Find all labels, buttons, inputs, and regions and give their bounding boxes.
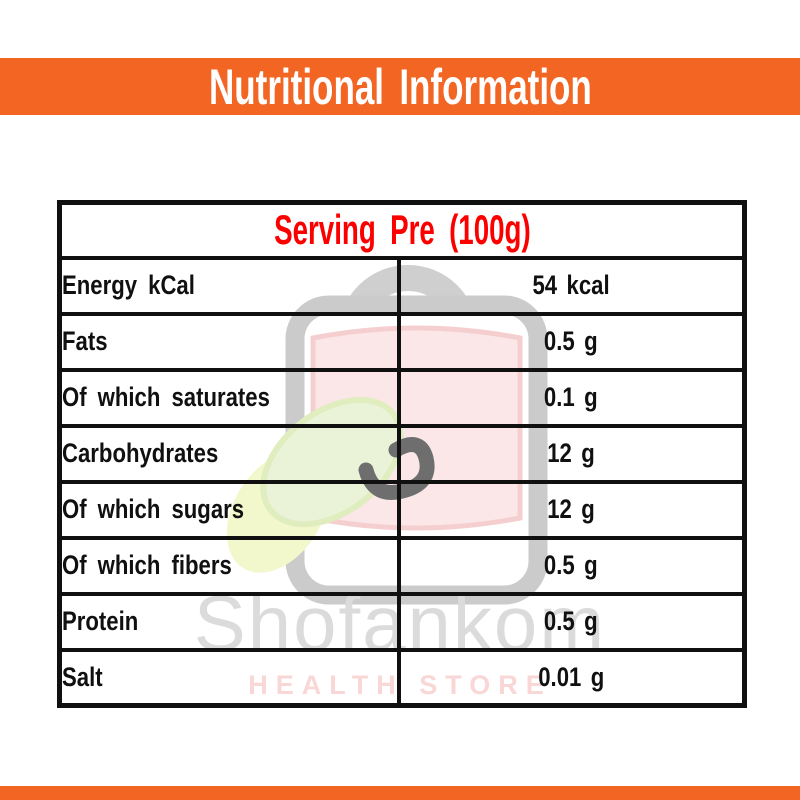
nutrient-value-cell: 54 kcal [396, 255, 747, 316]
nutrient-value: 0.5 g [544, 606, 599, 636]
bottom-accent-bar [0, 786, 800, 800]
nutrient-label-cell: Of which sugars [57, 479, 401, 540]
nutrient-label-cell: Protein [57, 591, 401, 652]
table-row: Of which fibers 0.5 g [57, 535, 747, 596]
nutrient-value: 0.01 g [538, 661, 605, 692]
table-row: Of which sugars 12 g [57, 479, 747, 540]
nutrient-value-cell: 0.01 g [396, 647, 747, 708]
nutrient-label: Salt [62, 661, 103, 692]
table-row: Of which saturates 0.1 g [57, 367, 747, 428]
nutrient-label: Of which fibers [62, 550, 232, 580]
nutrient-label: Of which saturates [62, 382, 270, 412]
nutrient-label-cell: Energy kCal [57, 255, 401, 316]
nutrient-label: Protein [62, 606, 139, 636]
nutrient-value: 54 kcal [532, 270, 610, 300]
nutrient-value: 0.1 g [544, 382, 599, 412]
nutrient-label: Carbohydrates [62, 438, 219, 468]
serving-title: Serving Pre (100g) [273, 206, 531, 254]
nutrient-value-cell: 12 g [396, 479, 747, 540]
table-row: Protein 0.5 g [57, 591, 747, 652]
table-row: Salt 0.01 g [57, 647, 747, 708]
nutrient-value-cell: 0.5 g [396, 535, 747, 596]
nutrient-value: 12 g [547, 494, 596, 524]
nutrient-label: Of which sugars [62, 494, 245, 524]
nutrient-value-cell: 0.5 g [396, 591, 747, 652]
nutrient-value-cell: 0.1 g [396, 367, 747, 428]
nutrient-label-cell: Salt [57, 647, 401, 708]
nutrient-label-cell: Of which fibers [57, 535, 401, 596]
serving-header-row: Serving Pre (100g) [57, 200, 747, 260]
nutrient-value: 0.5 g [544, 326, 599, 356]
table-row: Fats 0.5 g [57, 311, 747, 372]
serving-header-cell: Serving Pre (100g) [57, 200, 747, 260]
nutrient-label-cell: Carbohydrates [57, 423, 401, 484]
page-title: Nutritional Information [208, 58, 592, 115]
nutrient-value-cell: 0.5 g [396, 311, 747, 372]
header-bar: Nutritional Information [0, 58, 800, 115]
nutrient-label: Energy kCal [62, 270, 195, 300]
nutrient-label: Fats [62, 326, 108, 356]
nutrient-label-cell: Fats [57, 311, 401, 372]
table-row: Carbohydrates 12 g [57, 423, 747, 484]
nutrient-label-cell: Of which saturates [57, 367, 401, 428]
nutrient-value: 12 g [547, 438, 596, 468]
table-row: Energy kCal 54 kcal [57, 255, 747, 316]
nutrition-table: Serving Pre (100g) Energy kCal 54 kcal F… [57, 200, 747, 708]
nutrient-value-cell: 12 g [396, 423, 747, 484]
nutrient-value: 0.5 g [544, 550, 599, 580]
